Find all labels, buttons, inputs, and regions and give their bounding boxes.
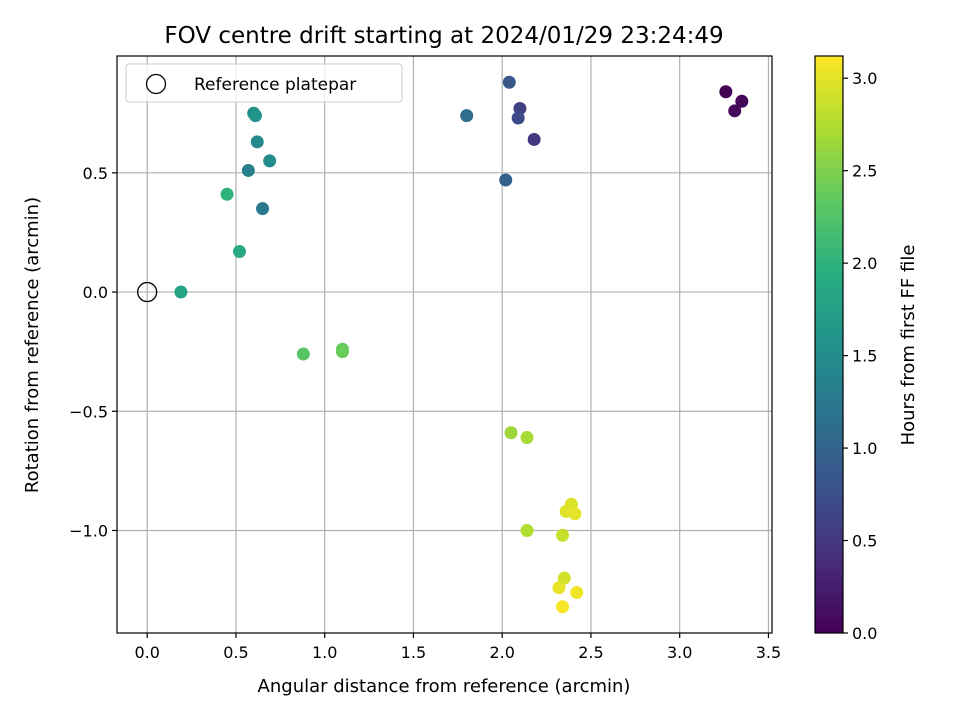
y-axis-label: Rotation from reference (arcmin) [22, 197, 43, 493]
data-point [552, 581, 566, 595]
data-point [460, 109, 474, 123]
y-tick-label: −1.0 [69, 521, 108, 540]
data-point [256, 202, 270, 216]
data-point [499, 173, 513, 187]
data-point [248, 109, 262, 123]
colorbar: 0.0 0.5 1.0 1.5 2.0 2.5 3.0 Hours from first F… [814, 55, 919, 643]
colorbar-tick-label: 2.0 [852, 254, 877, 273]
data-point [174, 285, 188, 299]
data-point [527, 132, 541, 146]
legend: Reference platepar [125, 63, 403, 103]
data-points [137, 75, 749, 614]
x-tick-label: 2.0 [489, 643, 514, 662]
data-point [511, 111, 525, 125]
data-point [220, 187, 234, 201]
colorbar-ticks: 0.0 0.5 1.0 1.5 2.0 2.5 3.0 [843, 69, 877, 643]
data-point [502, 75, 516, 89]
plot-frame [116, 55, 773, 634]
data-point [557, 571, 571, 585]
data-point [568, 507, 582, 521]
y-tick-label: 0.0 [83, 283, 108, 302]
colorbar-tick-label: 2.5 [852, 162, 877, 181]
colorbar-label: Hours from first FF file [898, 245, 919, 446]
colorbar-tick-label: 0.5 [852, 532, 877, 551]
data-point [250, 135, 264, 149]
x-tick-label: 3.5 [756, 643, 781, 662]
data-point [263, 154, 277, 168]
data-point [241, 163, 255, 177]
data-point [556, 528, 570, 542]
x-axis-ticks: 0.0 0.5 1.0 1.5 2.0 2.5 3.0 3.5 [134, 633, 781, 662]
colorbar-tick-label: 0.0 [852, 624, 877, 643]
x-tick-label: 0.0 [134, 643, 159, 662]
legend-marker [145, 73, 167, 95]
data-point [232, 245, 246, 259]
y-tick-label: 0.5 [83, 164, 108, 183]
y-axis-ticks: 0.5 0.0 −0.5 −1.0 [69, 164, 117, 540]
colorbar-tick-label: 3.0 [852, 69, 877, 88]
data-point [728, 104, 742, 118]
data-point [335, 345, 349, 359]
x-axis-label: Angular distance from reference (arcmin) [258, 676, 631, 697]
legend-label: Reference platepar [194, 75, 356, 95]
x-tick-label: 1.0 [312, 643, 337, 662]
data-point [296, 347, 310, 361]
data-point [570, 585, 584, 599]
x-tick-label: 2.5 [578, 643, 603, 662]
chart-title: FOV centre drift starting at 2024/01/29 … [164, 23, 723, 49]
data-point [520, 430, 534, 444]
x-tick-label: 1.5 [401, 643, 426, 662]
legend-box [125, 63, 403, 103]
data-point [719, 85, 733, 99]
data-point [735, 94, 749, 108]
colorbar-gradient [815, 56, 843, 633]
data-point [504, 426, 518, 440]
colorbar-tick-label: 1.5 [852, 347, 877, 366]
data-point [520, 523, 534, 537]
x-tick-label: 3.0 [667, 643, 692, 662]
colorbar-frame [814, 55, 844, 634]
x-tick-label: 0.5 [223, 643, 248, 662]
data-point [556, 600, 570, 614]
grid [117, 56, 772, 633]
y-tick-label: −0.5 [69, 402, 108, 421]
reference-platepar-point [137, 281, 158, 303]
colorbar-tick-label: 1.0 [852, 439, 877, 458]
